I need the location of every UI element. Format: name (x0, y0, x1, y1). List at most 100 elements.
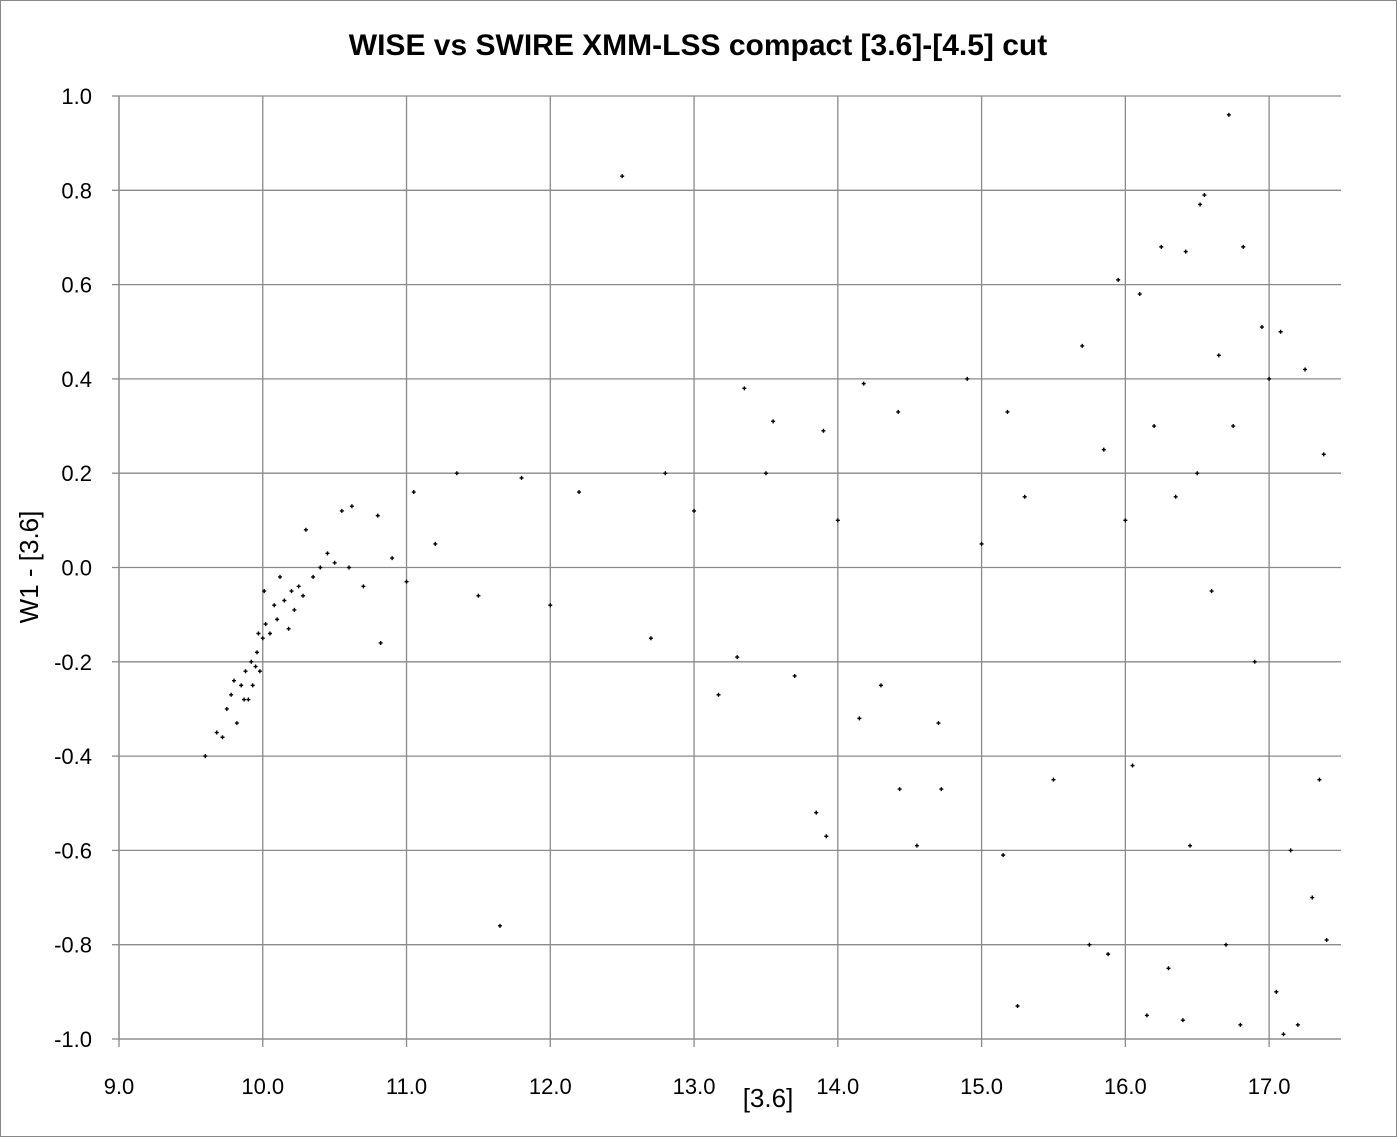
data-point (1166, 966, 1171, 971)
chart-title: WISE vs SWIRE XMM-LSS compact [3.6]-[4.5… (349, 29, 1047, 62)
data-point (411, 490, 416, 495)
data-point (861, 381, 866, 386)
data-point (332, 560, 337, 565)
data-point (1252, 659, 1257, 664)
data-point (1324, 937, 1329, 942)
data-point (1259, 325, 1264, 330)
data-point (1278, 329, 1283, 334)
data-point (497, 923, 502, 928)
data-point (390, 556, 395, 561)
data-point (203, 754, 208, 759)
data-point (1137, 292, 1142, 297)
data-point (897, 787, 902, 792)
data-point (263, 622, 268, 627)
data-point (229, 692, 234, 697)
data-point (620, 174, 625, 179)
gridlines (112, 95, 1341, 1047)
x-tick-label: 14.0 (816, 1074, 859, 1099)
data-point (742, 386, 747, 391)
data-point (1144, 1013, 1149, 1018)
data-point (1310, 895, 1315, 900)
data-point (311, 574, 316, 579)
data-points (203, 112, 1329, 1037)
data-point (1123, 518, 1128, 523)
data-point (771, 419, 776, 424)
data-point (1195, 471, 1200, 476)
data-point (260, 636, 265, 641)
x-tick-label: 16.0 (1104, 1074, 1147, 1099)
data-point (325, 551, 330, 556)
data-point (663, 471, 668, 476)
data-point (282, 598, 287, 603)
y-tick-label: -0.4 (54, 744, 92, 769)
x-tick-label: 9.0 (104, 1074, 135, 1099)
data-point (1130, 763, 1135, 768)
data-point (519, 475, 524, 480)
data-point (224, 706, 229, 711)
data-point (857, 716, 862, 721)
data-point (272, 603, 277, 608)
data-point (256, 631, 261, 636)
data-point (1080, 343, 1085, 348)
data-point (378, 640, 383, 645)
data-point (835, 518, 840, 523)
data-point (278, 574, 283, 579)
data-point (692, 508, 697, 513)
data-point (1198, 202, 1203, 207)
data-point (289, 589, 294, 594)
data-point (1001, 853, 1006, 858)
data-point (255, 650, 260, 655)
data-point (1005, 409, 1010, 414)
data-point (243, 669, 248, 674)
data-point (1202, 193, 1207, 198)
data-point (1152, 424, 1157, 429)
data-point (454, 471, 459, 476)
data-point (249, 659, 254, 664)
data-point (220, 735, 225, 740)
data-point (716, 692, 721, 697)
data-point (257, 669, 262, 674)
data-point (214, 730, 219, 735)
data-point (821, 428, 826, 433)
data-point (1087, 942, 1092, 947)
data-point (1183, 249, 1188, 254)
data-point (965, 376, 970, 381)
data-point (1238, 1022, 1243, 1027)
data-point (648, 636, 653, 641)
data-point (292, 607, 297, 612)
data-point (253, 664, 258, 669)
data-point (246, 697, 251, 702)
data-point (1188, 843, 1193, 848)
data-point (301, 593, 306, 598)
data-point (1303, 367, 1308, 372)
data-point (1317, 777, 1322, 782)
data-point (1116, 277, 1121, 282)
data-point (979, 541, 984, 546)
x-tick-label: 11.0 (386, 1074, 427, 1099)
data-point (361, 584, 366, 589)
y-tick-label: 1.0 (61, 84, 92, 109)
x-tick-labels: 9.0 10.0 11.0 12.0 13.0 14.0 15.0 16.0 17.0 (104, 1074, 1291, 1099)
y-tick-label: 0.0 (61, 556, 92, 581)
data-point (896, 409, 901, 414)
data-point (1173, 494, 1178, 499)
data-point (267, 631, 272, 636)
y-tick-label: -0.6 (54, 838, 92, 863)
data-point (1216, 353, 1221, 358)
x-tick-label: 13.0 (673, 1074, 716, 1099)
data-point (318, 565, 323, 570)
data-point (936, 721, 941, 726)
data-point (242, 697, 247, 702)
data-point (1281, 1032, 1286, 1037)
data-point (814, 810, 819, 815)
data-point (1106, 952, 1111, 957)
data-point (286, 626, 291, 631)
data-point (339, 508, 344, 513)
data-point (914, 843, 919, 848)
data-point (1288, 848, 1293, 853)
data-point (1231, 424, 1236, 429)
data-point (1226, 112, 1231, 117)
data-point (296, 584, 301, 589)
data-point (239, 683, 244, 688)
data-point (234, 721, 239, 726)
